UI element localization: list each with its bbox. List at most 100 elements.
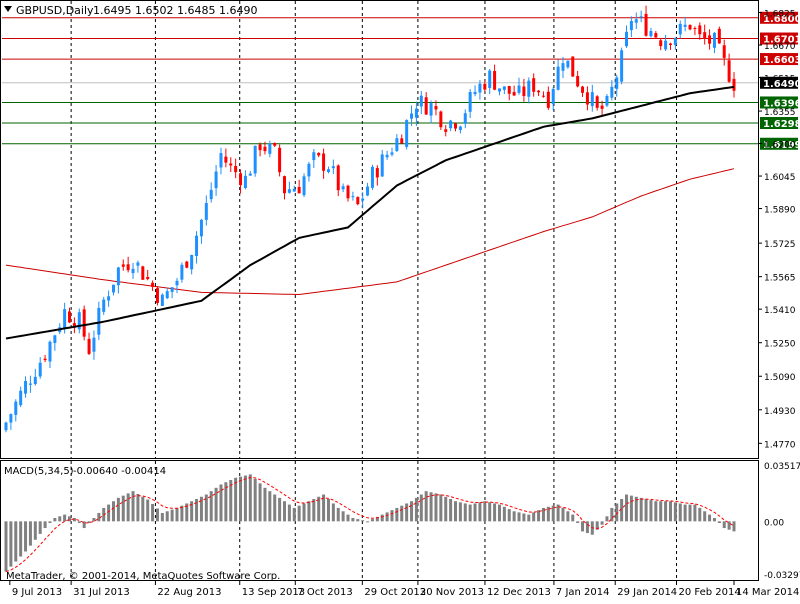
candle-body — [322, 153, 325, 170]
candle-body — [508, 86, 511, 94]
candle-body — [733, 79, 736, 91]
macd-bar — [513, 511, 516, 521]
macd-bar — [5, 521, 8, 571]
macd-bar — [9, 521, 12, 566]
macd-bar — [693, 505, 696, 522]
macd-bar — [288, 505, 291, 522]
macd-bar — [449, 499, 452, 521]
candle-body — [405, 120, 408, 147]
macd-bar — [649, 500, 652, 521]
price-tick-label: 1.5090 — [764, 373, 796, 383]
macd-bar — [400, 506, 403, 522]
ohlc-values: 1.6495 1.6502 1.6485 1.6490 — [93, 4, 257, 17]
candle-body — [132, 269, 135, 273]
candle-body — [630, 21, 633, 30]
macd-bar — [425, 491, 428, 521]
candle-body — [444, 129, 447, 132]
candle-body — [278, 148, 281, 172]
candle-body — [552, 89, 555, 104]
candle-body — [395, 138, 398, 151]
candle-body — [332, 166, 335, 168]
candle-body — [390, 152, 393, 154]
macd-bar — [63, 515, 66, 522]
macd-bar — [601, 521, 604, 524]
macd-tick-label: 0.03517 — [764, 462, 800, 472]
candle-body — [645, 14, 648, 36]
macd-bar — [361, 520, 364, 521]
price-tick-label: 1.5725 — [764, 240, 796, 250]
candle-body — [415, 109, 418, 118]
candle-body — [522, 87, 525, 96]
level-badge-label: 1.6298 — [763, 119, 800, 130]
macd-bar — [156, 508, 159, 521]
date-tick-label: 20 Nov 2013 — [420, 587, 484, 598]
candle-body — [34, 377, 37, 384]
macd-bar — [723, 521, 726, 528]
macd-bar — [19, 521, 22, 556]
macd-bar — [273, 495, 276, 522]
macd-bar — [498, 505, 501, 522]
last-price-label: 1.6490 — [763, 79, 800, 90]
candle-body — [263, 147, 266, 151]
macd-bar — [146, 500, 149, 522]
price-tick-label: 1.5410 — [764, 306, 796, 316]
candle-body — [449, 121, 452, 129]
price-tick-label: 1.6200 — [764, 141, 796, 151]
macd-bar — [566, 511, 569, 521]
candle-body — [703, 32, 706, 38]
candle-body — [454, 124, 457, 129]
macd-bar — [630, 496, 633, 522]
candle-body — [185, 262, 188, 268]
candle-body — [327, 169, 330, 172]
price-tick-label: 1.5890 — [764, 206, 796, 216]
symbol-dropdown-icon[interactable] — [4, 6, 12, 12]
date-tick-label: 7 Oct 2013 — [297, 587, 352, 598]
candle-body — [586, 92, 589, 104]
macd-bar — [141, 497, 144, 522]
macd-bar — [151, 504, 154, 521]
candle-body — [610, 87, 613, 98]
sma-black-line — [6, 87, 734, 339]
macd-bar — [415, 498, 418, 521]
macd-bar — [166, 511, 169, 521]
candle-body — [180, 265, 183, 280]
macd-bar — [410, 501, 413, 521]
macd-bar — [58, 516, 61, 521]
candle-body — [29, 384, 32, 385]
candle-body — [117, 268, 120, 286]
candle-body — [689, 25, 692, 29]
candle-body — [483, 84, 486, 90]
macd-bar — [78, 521, 81, 523]
candle-body — [151, 283, 154, 287]
macd-bar — [635, 497, 638, 522]
vertical-gridlines — [71, 1, 676, 580]
date-tick-label: 20 Feb 2014 — [679, 587, 741, 598]
macd-bar — [434, 493, 437, 521]
candle-body — [469, 92, 472, 112]
macd-tick-label: 0.00 — [764, 518, 784, 528]
macd-bar — [351, 518, 354, 521]
candle-body — [640, 16, 643, 17]
macd-bar — [34, 521, 37, 539]
candle-body — [337, 165, 340, 190]
candle-body — [561, 63, 564, 71]
symbol-label: GBPUSD,Daily — [16, 4, 94, 17]
macd-bar — [405, 503, 408, 521]
candle-body — [176, 281, 179, 285]
candle-body — [376, 168, 379, 177]
candle-body — [537, 91, 540, 93]
candle-body — [596, 96, 599, 108]
macd-bar — [659, 501, 662, 521]
copyright-text: MetaTrader, © 2001-2014, MetaQuotes Soft… — [6, 571, 280, 582]
candle-body — [669, 44, 672, 45]
candle-body — [532, 78, 535, 92]
candle-body — [288, 189, 291, 193]
candle-body — [576, 76, 579, 86]
macd-bar — [263, 488, 266, 522]
candle-body — [649, 31, 652, 36]
macd-bar — [176, 508, 179, 521]
macd-bar — [684, 505, 687, 522]
candle-body — [298, 187, 301, 193]
